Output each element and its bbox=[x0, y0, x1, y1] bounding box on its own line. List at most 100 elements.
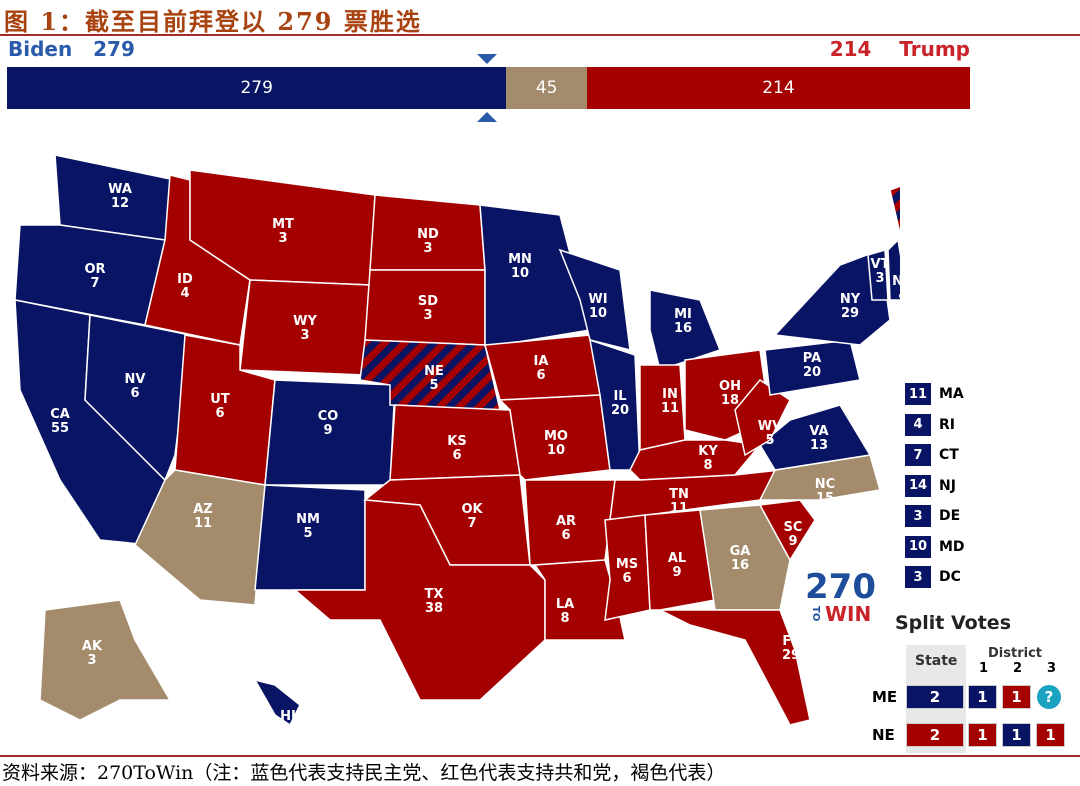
state-ev-label: 12 bbox=[111, 196, 129, 211]
ev-box: 10 bbox=[905, 535, 931, 558]
district-cell: 1 bbox=[1036, 723, 1065, 747]
state-ev-label: 8 bbox=[703, 458, 712, 473]
state-ev-label: 20 bbox=[803, 365, 821, 380]
state-va[interactable] bbox=[759, 404, 872, 471]
state-la[interactable] bbox=[533, 559, 626, 641]
state-abbr-label: LA bbox=[556, 597, 574, 612]
state-total-cell: 2 bbox=[906, 723, 964, 747]
state-ms[interactable] bbox=[604, 514, 651, 621]
state-ga[interactable] bbox=[699, 504, 791, 611]
state-abbr: CT bbox=[939, 447, 959, 463]
ev-box: 14 bbox=[905, 474, 931, 497]
state-al[interactable] bbox=[644, 509, 716, 611]
state-ev-label: 9 bbox=[672, 565, 681, 580]
district-cell: 1 bbox=[968, 685, 997, 709]
biden-header: Biden 279 bbox=[8, 37, 135, 61]
state-abbr-label: NE bbox=[424, 364, 444, 379]
state-abbr-label: SC bbox=[784, 520, 803, 535]
split-votes-title: Split Votes bbox=[895, 612, 1012, 634]
state-ev-label: 29 bbox=[782, 648, 800, 663]
district-number: 3 bbox=[1047, 661, 1057, 676]
state-hi[interactable] bbox=[253, 678, 301, 727]
state-abbr-label: KY bbox=[698, 444, 718, 459]
state-abbr-label: MO bbox=[544, 429, 568, 444]
270towin-logo: 270 TO WIN bbox=[805, 570, 876, 624]
state-ev-label: 9 bbox=[323, 423, 332, 438]
state-ev-label: 16 bbox=[674, 321, 692, 336]
state-abbr-label: NY bbox=[840, 292, 861, 307]
logo-to: TO bbox=[810, 606, 821, 622]
question-icon: ? bbox=[1037, 685, 1061, 709]
biden-label: Biden bbox=[8, 37, 73, 61]
ev-box: 3 bbox=[905, 505, 931, 527]
state-abbr-label: NH bbox=[892, 274, 900, 289]
small-state-nj[interactable]: 14 NJ bbox=[905, 474, 956, 497]
state-ev-label: 4 bbox=[283, 723, 292, 738]
state-abbr-label: GA bbox=[730, 544, 751, 559]
state-ev-label: 55 bbox=[51, 421, 69, 436]
state-abbr-label: TN bbox=[669, 487, 689, 502]
us-map: WA12OR7CA55NV6ID4MT3WY3UT6AZ11CO9NM5ND3S… bbox=[14, 154, 900, 738]
state-ev-label: 6 bbox=[130, 386, 139, 401]
state-abbr-label: WI bbox=[588, 292, 607, 307]
state-abbr-label: MN bbox=[508, 252, 532, 267]
state-abbr-label: NM bbox=[296, 512, 320, 527]
state-abbr-label: MT bbox=[272, 217, 294, 232]
small-state-ri[interactable]: 4 RI bbox=[905, 413, 955, 436]
state-ev-label: 5 bbox=[303, 526, 312, 541]
state-abbr: DE bbox=[939, 508, 961, 524]
state-ev-label: 4 bbox=[898, 288, 900, 303]
state-me[interactable] bbox=[889, 175, 900, 270]
electoral-vote-bar: 279 45 214 bbox=[7, 67, 970, 109]
divider bbox=[0, 34, 1080, 36]
state-ev-label: 3 bbox=[875, 271, 884, 286]
state-ak[interactable] bbox=[39, 599, 172, 721]
state-abbr: MD bbox=[939, 538, 965, 555]
state-ev-label: 7 bbox=[90, 276, 99, 291]
state-wv[interactable] bbox=[734, 379, 791, 457]
state-abbr-label: IA bbox=[534, 354, 549, 369]
state-ev-label: 15 bbox=[816, 491, 834, 506]
state-abbr: NJ bbox=[939, 477, 956, 494]
state-fl[interactable] bbox=[659, 609, 811, 726]
state-total-cell: 2 bbox=[906, 685, 964, 709]
state-abbr-label: IL bbox=[613, 389, 626, 404]
bar-rep: 214 bbox=[586, 67, 970, 109]
small-state-dc[interactable]: 3 DC bbox=[905, 566, 961, 588]
trump-header: 214 Trump bbox=[830, 37, 970, 61]
state-il[interactable] bbox=[589, 338, 641, 471]
state-abbr-label: OR bbox=[84, 262, 105, 277]
state-ev-label: 5 bbox=[429, 378, 438, 393]
state-abbr-label: WV bbox=[758, 419, 782, 434]
270-marker-bottom-icon bbox=[477, 112, 497, 122]
state-abbr: RI bbox=[939, 416, 955, 433]
state-abbr-label: OH bbox=[719, 379, 741, 394]
state-header: State bbox=[915, 653, 958, 669]
state-ev-label: 18 bbox=[721, 393, 739, 408]
small-state-de[interactable]: 3 DE bbox=[905, 505, 960, 527]
state-ev-label: 16 bbox=[731, 558, 749, 573]
state-abbr-label: CO bbox=[318, 409, 339, 424]
state-wi[interactable] bbox=[558, 248, 631, 351]
state-abbr-label: ND bbox=[417, 227, 439, 242]
district-number: 2 bbox=[1013, 661, 1023, 676]
state-abbr-label: WA bbox=[108, 182, 132, 197]
state-vt[interactable] bbox=[867, 249, 889, 301]
state-sc[interactable] bbox=[758, 499, 816, 562]
state-tx[interactable] bbox=[292, 499, 546, 701]
state-ev-label: 5 bbox=[765, 433, 774, 448]
logo-270: 270 bbox=[805, 567, 876, 607]
state-nh[interactable] bbox=[887, 238, 900, 301]
trump-label: Trump bbox=[899, 37, 970, 61]
small-state-ma[interactable]: 11 MA bbox=[905, 383, 964, 405]
state-ev-label: 10 bbox=[547, 443, 565, 458]
state-ev-label: 6 bbox=[452, 448, 461, 463]
state-ev-label: 20 bbox=[611, 403, 629, 418]
ev-box: 7 bbox=[905, 444, 931, 466]
small-state-md[interactable]: 10 MD bbox=[905, 535, 965, 558]
state-ev-label: 13 bbox=[810, 438, 828, 453]
state-pa[interactable] bbox=[764, 339, 861, 396]
state-abbr-label: UT bbox=[210, 392, 230, 407]
figure-title: 图 1：截至目前拜登以 279 票胜选 bbox=[4, 7, 422, 36]
small-state-ct[interactable]: 7 CT bbox=[905, 444, 959, 466]
